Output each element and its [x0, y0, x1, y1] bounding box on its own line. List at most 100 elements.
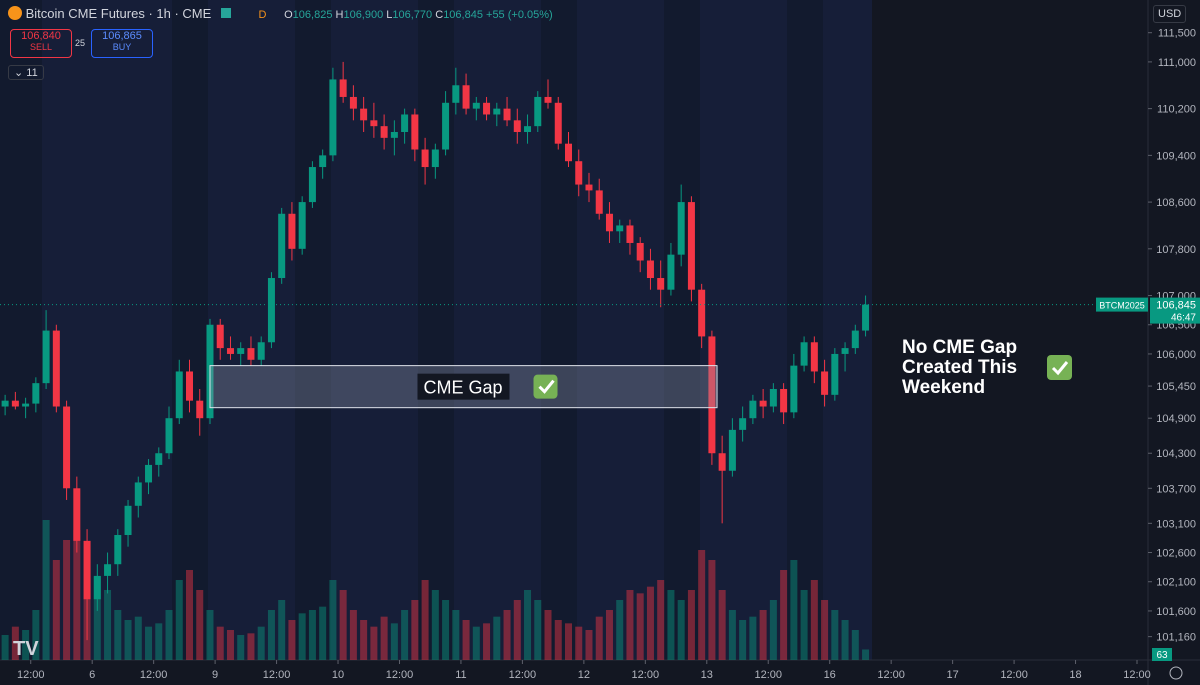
candle-body — [431, 149, 439, 168]
volume-bar — [145, 626, 153, 660]
volume-bar — [257, 626, 265, 660]
candle-body — [462, 85, 470, 109]
volume-bar — [544, 610, 552, 660]
volume-bar — [308, 610, 316, 660]
volume-bar — [329, 580, 337, 660]
x-tick-label: 10 — [332, 669, 344, 681]
volume-bar — [534, 600, 542, 660]
candle-body — [831, 353, 839, 395]
volume-bar — [851, 630, 859, 660]
candle-body — [155, 453, 163, 465]
candle-body — [124, 505, 132, 536]
y-tick-label: 101,160 — [1156, 632, 1196, 644]
volume-bar — [380, 616, 388, 660]
volume-bar — [196, 590, 204, 660]
off-session — [418, 0, 454, 660]
volume-bar — [349, 610, 357, 660]
volume-bar — [493, 616, 501, 660]
candle-body — [687, 202, 695, 290]
volume-bar — [565, 623, 572, 660]
gap-label-bg — [417, 373, 510, 400]
volume-bar — [831, 610, 839, 660]
volume-bar — [278, 600, 286, 660]
y-tick-label: 104,300 — [1156, 448, 1196, 460]
candle-body — [104, 564, 112, 576]
volume-bar — [401, 610, 409, 660]
volume-bar — [22, 630, 30, 660]
ohlc-label: H — [335, 9, 344, 21]
candle-body — [585, 184, 593, 191]
note-line: No CME Gap — [902, 337, 1017, 358]
candle-body — [114, 535, 122, 565]
sell-label: SELL — [29, 42, 53, 52]
volume-bar — [124, 620, 132, 660]
volume-bar — [11, 626, 19, 660]
candle-body — [718, 453, 726, 471]
candle-body — [677, 202, 685, 255]
ohlc-value: 106,845 — [443, 9, 483, 21]
volume-bar — [288, 620, 296, 660]
x-tick-label: 17 — [946, 669, 958, 681]
volume-bar — [155, 623, 163, 660]
volume-bar — [411, 600, 419, 660]
change: +55 (+0.05%) — [486, 9, 553, 21]
sell-button[interactable]: 106,840 SELL — [10, 29, 72, 58]
volume-bar — [575, 626, 583, 660]
indicators-count: 11 — [26, 67, 38, 79]
volume-bar — [503, 610, 511, 660]
volume-bar — [790, 560, 798, 660]
candle-body — [257, 342, 265, 360]
y-tick-label: 104,900 — [1156, 413, 1196, 425]
x-tick-label: 13 — [701, 669, 713, 681]
candle-body — [186, 371, 193, 401]
candle-body — [360, 108, 368, 121]
volume-bar — [63, 540, 71, 660]
candle-body — [442, 102, 450, 150]
ohlc-value: 106,825 — [292, 9, 333, 21]
candle-body — [93, 575, 101, 600]
volume-bar — [657, 580, 665, 660]
volume-bar — [226, 630, 234, 660]
candle-body — [821, 371, 829, 395]
volume-bar — [472, 626, 480, 660]
candle-body — [390, 132, 398, 138]
x-tick-label: 9 — [212, 669, 218, 681]
volume-badge-label: 63 — [1156, 650, 1168, 661]
candle-body — [52, 330, 60, 407]
volume-bar — [267, 610, 275, 660]
candle-body — [575, 161, 583, 185]
candle-body — [83, 540, 91, 600]
candle-body — [503, 108, 511, 121]
spread: 25 — [75, 38, 86, 48]
x-tick-label: 12:00 — [632, 669, 660, 681]
volume-bar — [32, 610, 40, 660]
off-session — [0, 0, 42, 660]
indicators-toggle[interactable]: ⌄ 11 — [8, 65, 44, 80]
candle-body — [483, 102, 491, 115]
volume-bar — [175, 580, 183, 660]
symbol: Bitcoin CME Futures · 1h · CME — [25, 6, 212, 21]
volume-bar — [821, 600, 829, 660]
note-line: Created This — [902, 357, 1017, 378]
symbol-row: Bitcoin CME Futures · 1h · CME D O106,82… — [8, 6, 553, 21]
candle-body — [165, 418, 173, 454]
settings-icon[interactable] — [1169, 666, 1183, 680]
volume-bar — [298, 613, 306, 660]
volume-bar — [718, 590, 726, 660]
volume-bar — [93, 576, 101, 660]
y-tick-label: 111,000 — [1158, 57, 1196, 69]
volume-bar — [616, 600, 624, 660]
candle-body — [63, 406, 71, 489]
volume-bar — [442, 600, 450, 660]
volume-bar — [390, 623, 398, 660]
x-tick-label: 12:00 — [754, 669, 782, 681]
y-tick-label: 106,000 — [1156, 349, 1196, 361]
currency[interactable]: USD — [1153, 5, 1187, 23]
btc-icon — [8, 6, 22, 20]
candle-body — [626, 225, 634, 243]
y-tick-label: 101,600 — [1156, 606, 1196, 618]
y-tick-label: 109,400 — [1156, 150, 1196, 162]
candle-body — [32, 383, 40, 404]
buy-button[interactable]: 106,865 BUY — [91, 29, 153, 58]
